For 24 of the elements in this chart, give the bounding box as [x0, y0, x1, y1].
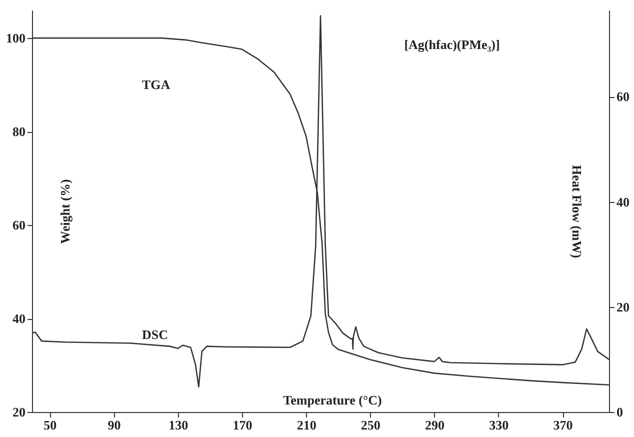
y-tick-label: 100	[6, 30, 26, 46]
x-axis-title: Temperature (°C)	[283, 392, 382, 408]
x-tick-label: 370	[553, 418, 573, 432]
x-tick-label: 290	[425, 418, 445, 432]
y2-tick-label: 60	[616, 89, 630, 104]
series-label: DSC	[142, 327, 168, 342]
y2-tick-label: 0	[616, 404, 623, 420]
y-tick-label: 40	[12, 311, 26, 326]
y-axis-title: Weight (%)	[58, 179, 72, 244]
x-tick-label: 250	[360, 418, 380, 432]
x-tick-label: 210	[296, 418, 316, 432]
y2-tick-label: 40	[616, 194, 630, 210]
x-tick-label: 170	[232, 418, 252, 432]
x-tick-label: 130	[168, 418, 188, 432]
x-tick-label: 50	[44, 418, 57, 432]
y-tick-label: 60	[12, 218, 26, 233]
text: TGA	[142, 77, 171, 92]
x-tick-label: 90	[108, 418, 121, 432]
y2-axis-title: Heat Flow (mW)	[570, 164, 584, 258]
y-tick-label: 80	[12, 124, 26, 140]
annotation: [Ag(hfac)(PMe₃)]	[404, 37, 500, 52]
y2-tick-label: 20	[616, 299, 630, 314]
x-tick-label: 330	[489, 418, 509, 432]
y-tick-label: 20	[12, 404, 26, 420]
